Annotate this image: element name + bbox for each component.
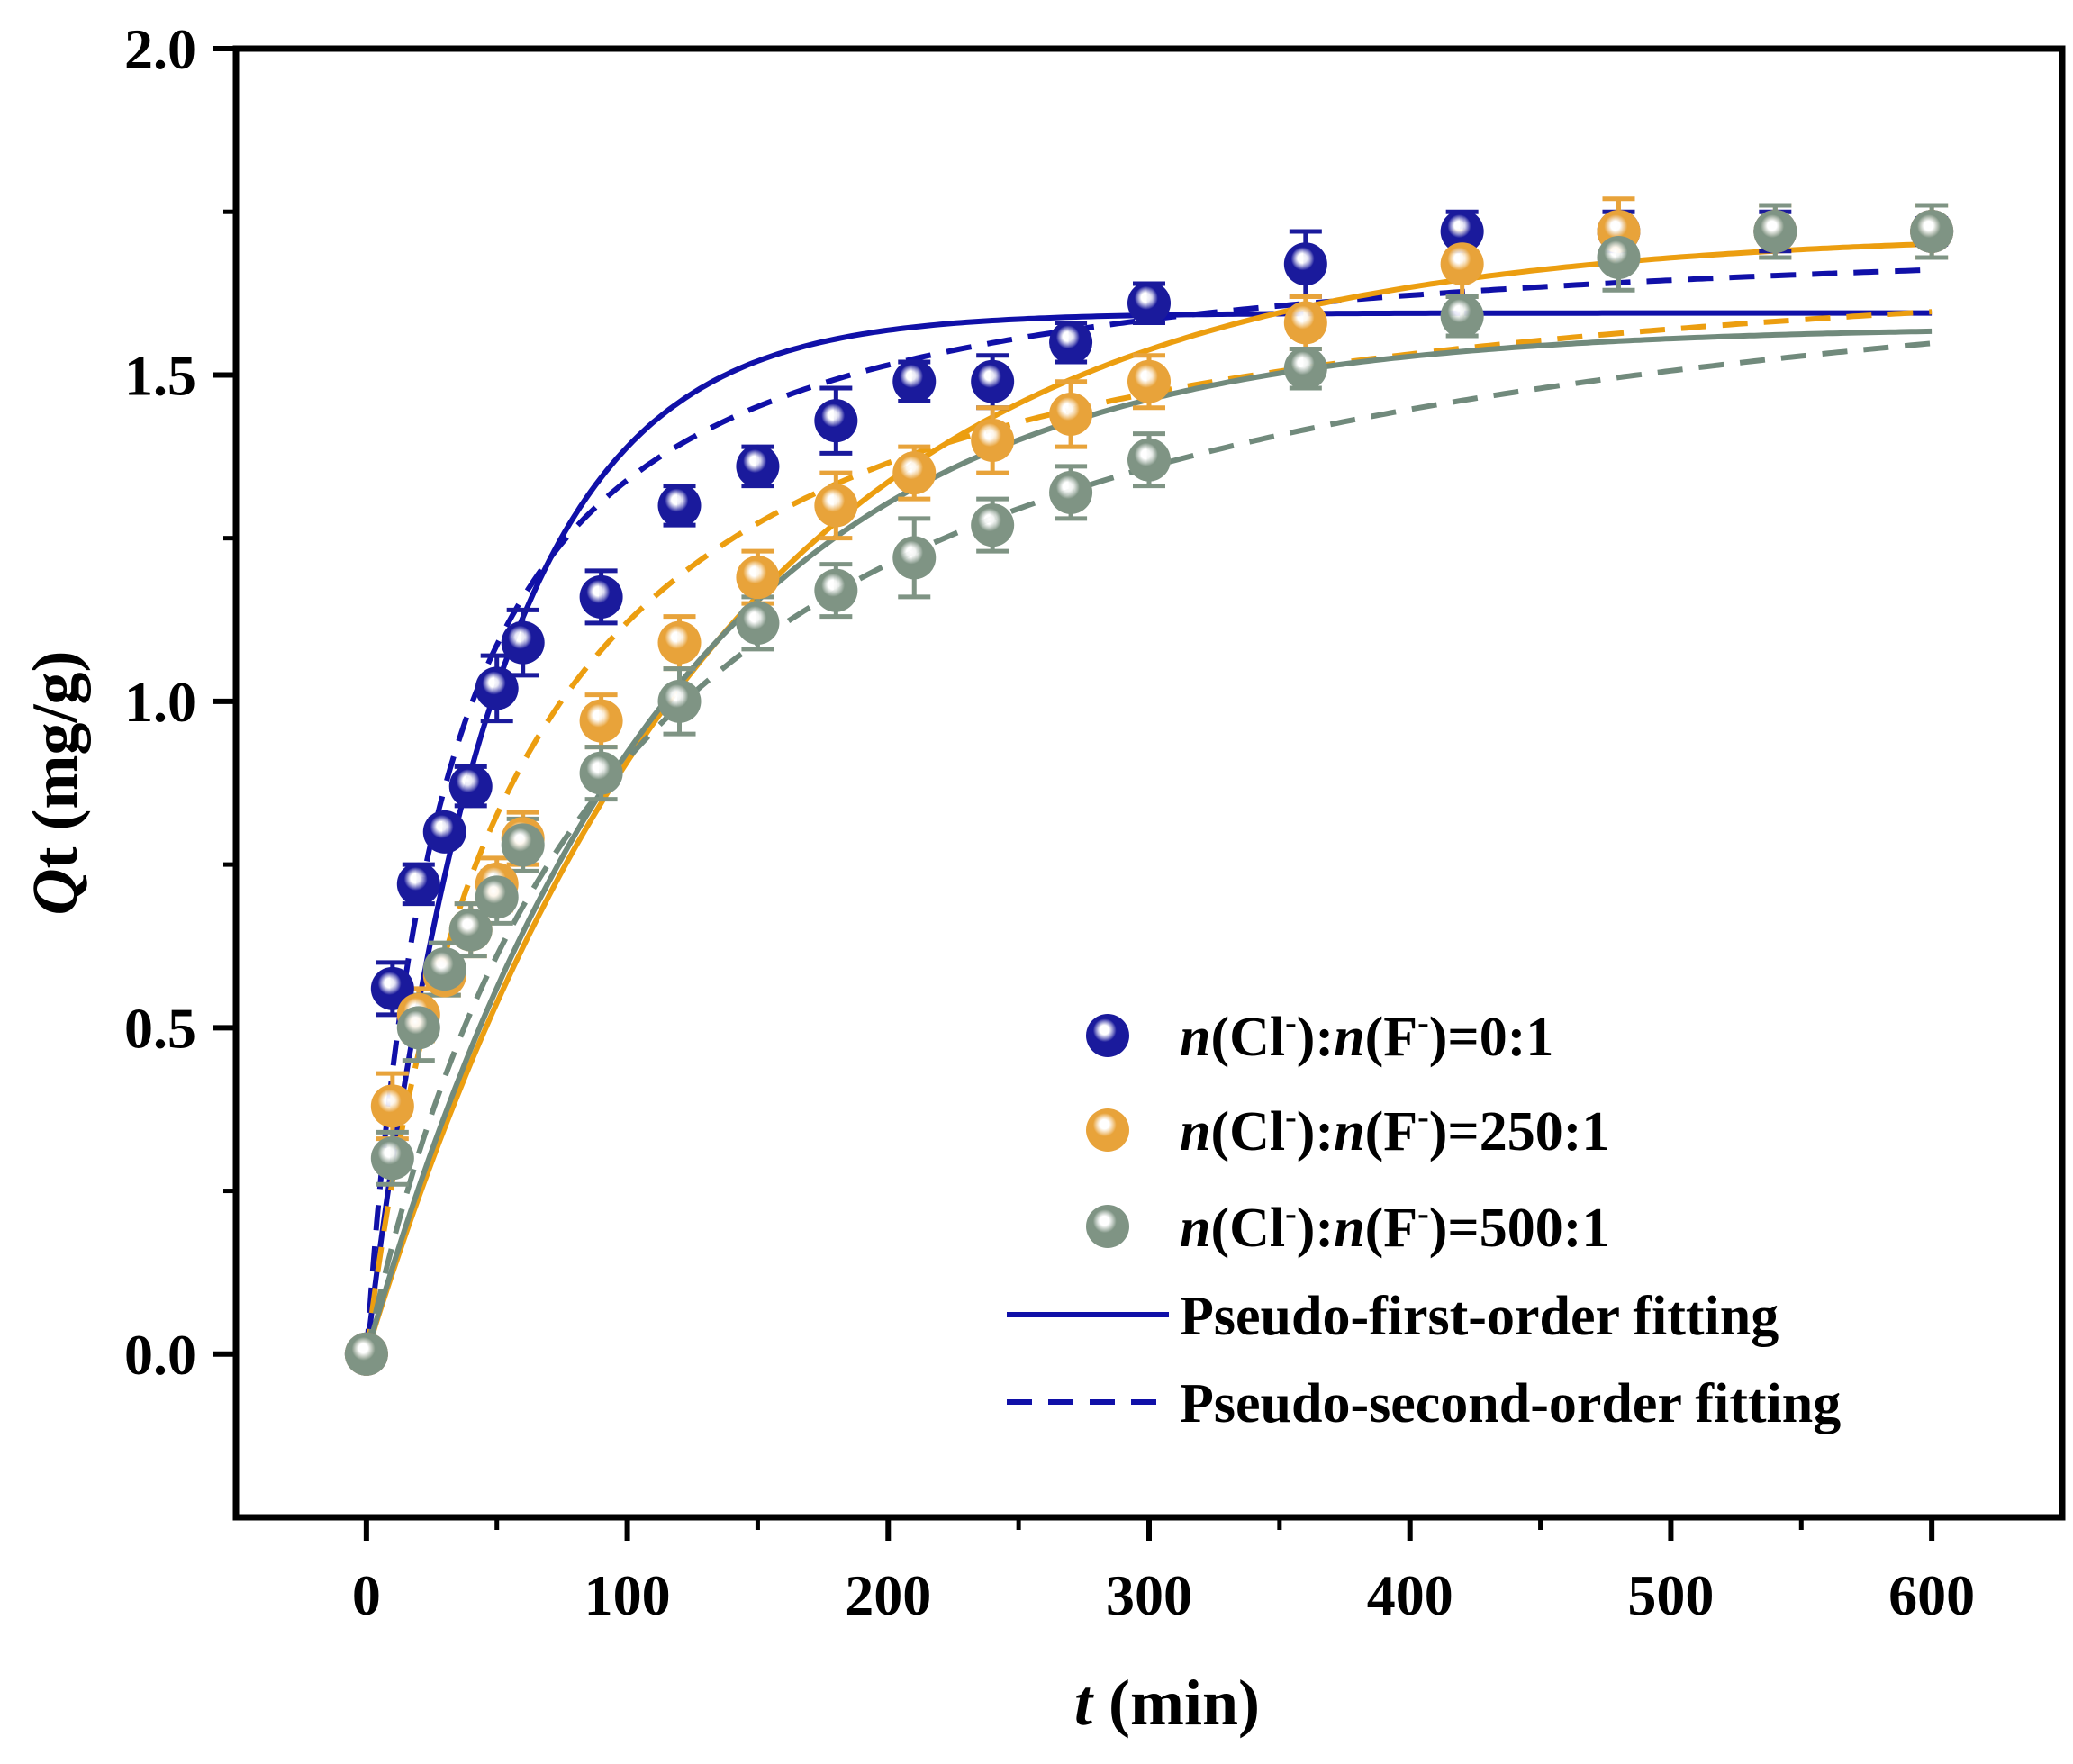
- data-point-series-0: [1440, 209, 1484, 253]
- data-point-series-1: [892, 451, 937, 495]
- x-axis-title: t (min): [1074, 1667, 1260, 1739]
- data-point-series-2: [971, 503, 1015, 547]
- y-tick-label-4: 2.0: [124, 17, 196, 81]
- legend-entry-pso: Pseudo-second-order fitting: [1007, 1373, 1841, 1434]
- axis-ticks: [213, 46, 1935, 1541]
- data-point-series-2: [814, 568, 858, 612]
- data-point-series-2: [422, 947, 466, 991]
- data-point-series-1: [971, 418, 1015, 462]
- pso-fit-series-2: [363, 340, 1933, 1355]
- y-axis-title: Qt (mg/g): [19, 651, 91, 916]
- legend-label-pfo: Pseudo-first-order fitting: [1180, 1286, 1779, 1347]
- legend-label-pso: Pseudo-second-order fitting: [1180, 1373, 1841, 1434]
- data-point-series-1: [1049, 392, 1093, 436]
- data-point-series-2: [657, 679, 702, 723]
- data-point-series-1: [1127, 359, 1171, 403]
- data-point-series-0: [814, 399, 858, 443]
- pso-fit-series-0: [363, 267, 1933, 1355]
- data-point-series-0: [448, 764, 493, 809]
- data-point-series-2: [579, 751, 623, 795]
- data-point-series-2: [1049, 470, 1093, 514]
- legend-label-series-0: n(Cl-):n(F-)=0:1: [1180, 1004, 1553, 1068]
- data-point-series-1: [657, 620, 702, 665]
- data-point-series-0: [422, 810, 466, 854]
- data-point-series-2: [736, 601, 780, 645]
- data-point-series-1: [579, 699, 623, 743]
- data-point-series-1: [370, 1084, 414, 1128]
- data-point-series-0: [971, 359, 1015, 403]
- x-tick-label-300: 300: [1106, 1563, 1192, 1627]
- tick-labels: 0 100 200 300 400 500 600 0.0 0.5 1.0 1.5 2.0: [124, 17, 1975, 1627]
- legend-entry-series-1: n(Cl-):n(F-)=250:1: [1086, 1099, 1609, 1162]
- x-tick-label-100: 100: [584, 1563, 671, 1627]
- legend-entry-series-2: n(Cl-):n(F-)=500:1: [1086, 1195, 1609, 1259]
- data-point-series-0: [736, 444, 780, 488]
- legend-marker-series-2: [1086, 1205, 1129, 1248]
- legend-marker-series-1: [1086, 1108, 1129, 1152]
- data-point-series-0: [1283, 242, 1327, 286]
- y-tick-label-0: 0.0: [124, 1323, 196, 1387]
- data-point-series-2: [475, 875, 519, 919]
- data-point-series-1: [814, 484, 858, 528]
- y-tick-label-3: 1.5: [124, 343, 196, 407]
- data-point-series-2: [396, 1006, 440, 1050]
- pfo-fit-series-1: [364, 240, 1933, 1355]
- data-point-series-2: [1597, 235, 1641, 279]
- data-point-series-2: [892, 536, 937, 580]
- data-point-series-1: [736, 556, 780, 600]
- data-point-series-0: [1049, 321, 1093, 365]
- data-points: [344, 209, 1954, 1376]
- data-point-series-0: [1127, 281, 1171, 325]
- data-point-series-2: [1910, 209, 1954, 253]
- data-point-series-2: [1283, 347, 1327, 391]
- data-point-series-0: [370, 966, 414, 1010]
- data-point-series-0: [396, 862, 440, 906]
- data-point-series-2: [1440, 294, 1484, 339]
- data-point-series-2: [448, 908, 493, 952]
- x-tick-label-0: 0: [352, 1563, 381, 1627]
- data-point-series-0: [579, 574, 623, 619]
- x-tick-label-400: 400: [1367, 1563, 1453, 1627]
- legend-label-series-2: n(Cl-):n(F-)=500:1: [1180, 1195, 1609, 1259]
- x-tick-label-500: 500: [1627, 1563, 1714, 1627]
- legend-label-series-1: n(Cl-):n(F-)=250:1: [1180, 1099, 1609, 1162]
- y-tick-label-2: 1.0: [124, 670, 196, 734]
- data-point-series-0: [475, 666, 519, 710]
- data-point-series-2: [344, 1332, 388, 1376]
- data-point-series-2: [370, 1136, 414, 1181]
- data-point-series-2: [1127, 438, 1171, 482]
- x-tick-label-600: 600: [1888, 1563, 1975, 1627]
- data-point-series-0: [501, 620, 545, 665]
- data-point-series-2: [501, 823, 545, 867]
- legend-entry-series-0: n(Cl-):n(F-)=0:1: [1086, 1004, 1553, 1068]
- data-point-series-1: [1440, 242, 1484, 286]
- data-point-series-1: [1283, 301, 1327, 345]
- legend: n(Cl-):n(F-)=0:1 n(Cl-):n(F-)=250:1 n(Cl…: [1007, 1004, 1841, 1434]
- data-point-series-0: [892, 359, 937, 403]
- data-point-series-2: [1753, 209, 1797, 253]
- data-point-series-0: [657, 484, 702, 528]
- y-tick-label-1: 0.5: [124, 996, 196, 1060]
- x-tick-label-200: 200: [845, 1563, 931, 1627]
- legend-entry-pfo: Pseudo-first-order fitting: [1007, 1286, 1779, 1347]
- legend-marker-series-0: [1086, 1014, 1129, 1057]
